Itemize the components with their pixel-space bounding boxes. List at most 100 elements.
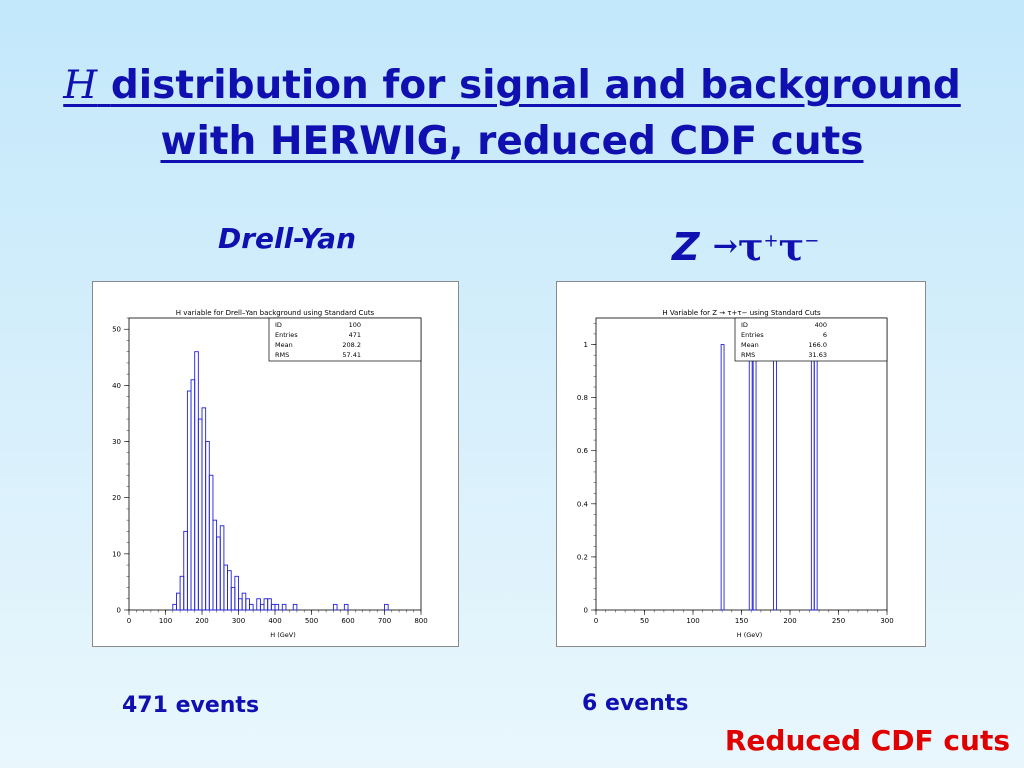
histogram-bin bbox=[238, 598, 243, 611]
arrow-symbol: → bbox=[712, 229, 738, 264]
histogram-bin bbox=[190, 379, 196, 611]
histogram-bin bbox=[172, 603, 177, 611]
y-tick-label: 0.4 bbox=[577, 500, 589, 508]
histogram-bin bbox=[270, 603, 276, 611]
x-tick-label: 200 bbox=[783, 617, 796, 625]
x-axis-label: H (GeV) bbox=[737, 631, 763, 639]
stats-box bbox=[268, 317, 422, 362]
x-tick-label: 700 bbox=[378, 617, 391, 625]
y-tick-label: 0 bbox=[584, 607, 588, 615]
slide-title: H distribution for signal and background… bbox=[0, 58, 1024, 170]
histogram-bin bbox=[263, 598, 269, 611]
x-tick-label: 150 bbox=[735, 617, 748, 625]
tau-symbol-2: τ bbox=[778, 224, 805, 269]
y-tick-label: 1 bbox=[584, 341, 588, 349]
title-text-1: distribution for signal and background bbox=[110, 63, 961, 108]
stats-box bbox=[734, 317, 888, 362]
histogram-bin bbox=[197, 418, 203, 611]
title-line-1: H distribution for signal and background bbox=[63, 63, 961, 108]
histogram-bin bbox=[720, 344, 725, 611]
x-tick-label: 300 bbox=[232, 617, 245, 625]
stats-label: RMS bbox=[275, 351, 289, 359]
histogram-bin bbox=[748, 344, 753, 611]
histogram-bin bbox=[245, 598, 250, 611]
x-tick-label: 250 bbox=[832, 617, 845, 625]
histogram-bin bbox=[813, 344, 818, 611]
histogram-bin bbox=[227, 570, 232, 611]
histogram-bin bbox=[186, 390, 192, 611]
y-tick-label: 0.2 bbox=[577, 553, 588, 561]
histogram-bin bbox=[281, 603, 287, 611]
x-tick-label: 0 bbox=[127, 617, 131, 625]
x-tick-label: 0 bbox=[594, 617, 598, 625]
histogram-bin bbox=[256, 598, 261, 611]
stats-value: 208.2 bbox=[342, 341, 361, 349]
histogram-bin bbox=[259, 603, 265, 611]
label-drell-yan: Drell-Yan bbox=[218, 222, 357, 255]
stats-label: Entries bbox=[741, 331, 764, 339]
histogram-bin bbox=[216, 536, 221, 611]
histogram-bin bbox=[205, 441, 210, 611]
stats-value: 57.41 bbox=[342, 351, 361, 359]
y-tick-label: 0 bbox=[117, 607, 121, 615]
histogram-bin bbox=[274, 603, 280, 611]
y-tick-label: 10 bbox=[112, 550, 121, 558]
events-count-left: 471 events bbox=[122, 693, 260, 718]
histogram-bin bbox=[208, 474, 214, 611]
stats-value: 100 bbox=[349, 321, 361, 329]
stats-label: Mean bbox=[741, 341, 759, 349]
histogram-bin bbox=[292, 603, 298, 611]
x-axis-label: H (GeV) bbox=[270, 631, 296, 639]
stats-value: 6 bbox=[823, 331, 827, 339]
histogram-bin bbox=[773, 344, 777, 611]
title-line-2: with HERWIG, reduced CDF cuts bbox=[160, 119, 864, 164]
x-tick-label: 300 bbox=[880, 617, 893, 625]
stats-label: ID bbox=[741, 321, 748, 329]
y-tick-label: 40 bbox=[112, 382, 121, 390]
x-tick-label: 800 bbox=[414, 617, 427, 625]
minus-symbol: − bbox=[804, 230, 820, 252]
stats-label: ID bbox=[275, 321, 282, 329]
x-tick-label: 50 bbox=[640, 617, 649, 625]
stats-label: RMS bbox=[741, 351, 755, 359]
x-tick-label: 100 bbox=[159, 617, 172, 625]
histogram-bin bbox=[248, 603, 254, 611]
stats-value: 166.0 bbox=[808, 341, 827, 349]
histogram-bin bbox=[201, 407, 207, 611]
events-count-right: 6 events bbox=[582, 691, 689, 716]
histogram-bin bbox=[230, 587, 236, 611]
reduced-cuts-note: Reduced CDF cuts bbox=[724, 724, 1010, 757]
chart-panel-ztautau: H Variable for Z → τ+τ− using Standard C… bbox=[556, 281, 926, 647]
histogram-drell-yan: H variable for Drell–Yan background usin… bbox=[112, 309, 428, 639]
histogram-bin bbox=[212, 519, 218, 611]
histogram-bin bbox=[384, 603, 389, 611]
z-symbol: Z bbox=[672, 225, 700, 269]
histogram-bin bbox=[241, 592, 247, 611]
histogram-bin bbox=[343, 603, 349, 611]
stats-value: 31.63 bbox=[808, 351, 827, 359]
h-symbol: H bbox=[63, 63, 98, 108]
histogram-bin bbox=[234, 575, 239, 611]
chart-title: H Variable for Z → τ+τ− using Standard C… bbox=[662, 309, 821, 317]
y-tick-label: 20 bbox=[112, 494, 121, 502]
histogram-bin bbox=[267, 598, 272, 611]
tau-symbol-1: τ bbox=[737, 224, 764, 269]
plot-frame bbox=[595, 317, 888, 611]
stats-value: 471 bbox=[349, 331, 361, 339]
stats-value: 400 bbox=[815, 321, 827, 329]
y-tick-label: 0.6 bbox=[577, 447, 589, 455]
plot-frame bbox=[128, 317, 422, 611]
stats-label: Mean bbox=[275, 341, 293, 349]
y-tick-label: 50 bbox=[112, 326, 121, 334]
label-z-tautau: Z →τ+τ− bbox=[672, 224, 819, 269]
histogram-bin bbox=[194, 351, 199, 611]
chart-title: H variable for Drell–Yan background usin… bbox=[176, 309, 375, 317]
stats-label: Entries bbox=[275, 331, 298, 339]
histogram-bin bbox=[175, 592, 181, 611]
histogram-bin bbox=[179, 575, 185, 611]
x-tick-label: 400 bbox=[268, 617, 281, 625]
x-tick-label: 200 bbox=[195, 617, 208, 625]
x-tick-label: 600 bbox=[341, 617, 354, 625]
chart-panel-drell-yan: H variable for Drell–Yan background usin… bbox=[92, 281, 459, 647]
histogram-bin bbox=[752, 344, 757, 611]
